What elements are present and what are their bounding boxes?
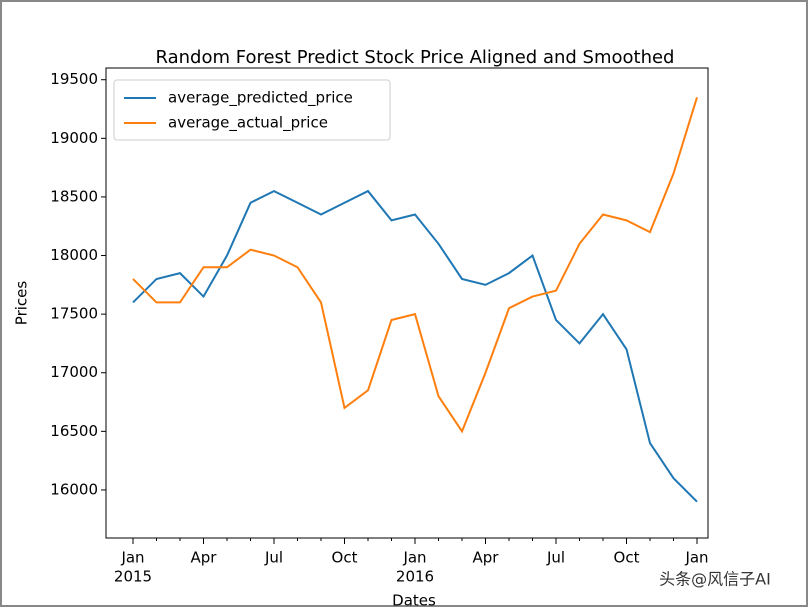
x-tick-label: Jul [546, 549, 565, 567]
plot-area [105, 67, 709, 539]
x-tick-label: Apr [191, 549, 218, 567]
y-tick-label: 18500 [50, 187, 98, 205]
y-tick-label: 16500 [50, 422, 98, 440]
y-tick-label: 17000 [50, 363, 98, 381]
x-tick-label: Jan [402, 549, 426, 567]
series-line [132, 189, 698, 503]
y-tick-label: 16000 [50, 480, 98, 498]
legend-label: average_predicted_price [168, 89, 353, 108]
x-tick-year: 2015 [114, 568, 152, 586]
legend-label: average_actual_price [168, 114, 328, 133]
x-tick-label: Jan [684, 549, 708, 567]
y-axis-label: Prices [13, 281, 31, 326]
x-tick-label: Apr [473, 549, 500, 567]
y-tick-label: 19000 [50, 129, 98, 147]
x-tick-label: Jan [120, 549, 144, 567]
y-tick-label: 18000 [50, 246, 98, 264]
chart-title: Random Forest Predict Stock Price Aligne… [155, 47, 674, 68]
x-tick-label: Oct [614, 549, 640, 567]
series-line [132, 97, 698, 434]
y-tick-label: 17500 [50, 305, 98, 323]
y-tick-label: 19500 [50, 70, 98, 88]
x-tick-label: Jul [264, 549, 283, 567]
x-tick-label: Oct [332, 549, 358, 567]
x-axis-label: Dates [392, 592, 436, 607]
x-tick-year: 2016 [396, 568, 434, 586]
legend-box [113, 79, 391, 141]
watermark: 头条@风信子AI [659, 570, 771, 589]
